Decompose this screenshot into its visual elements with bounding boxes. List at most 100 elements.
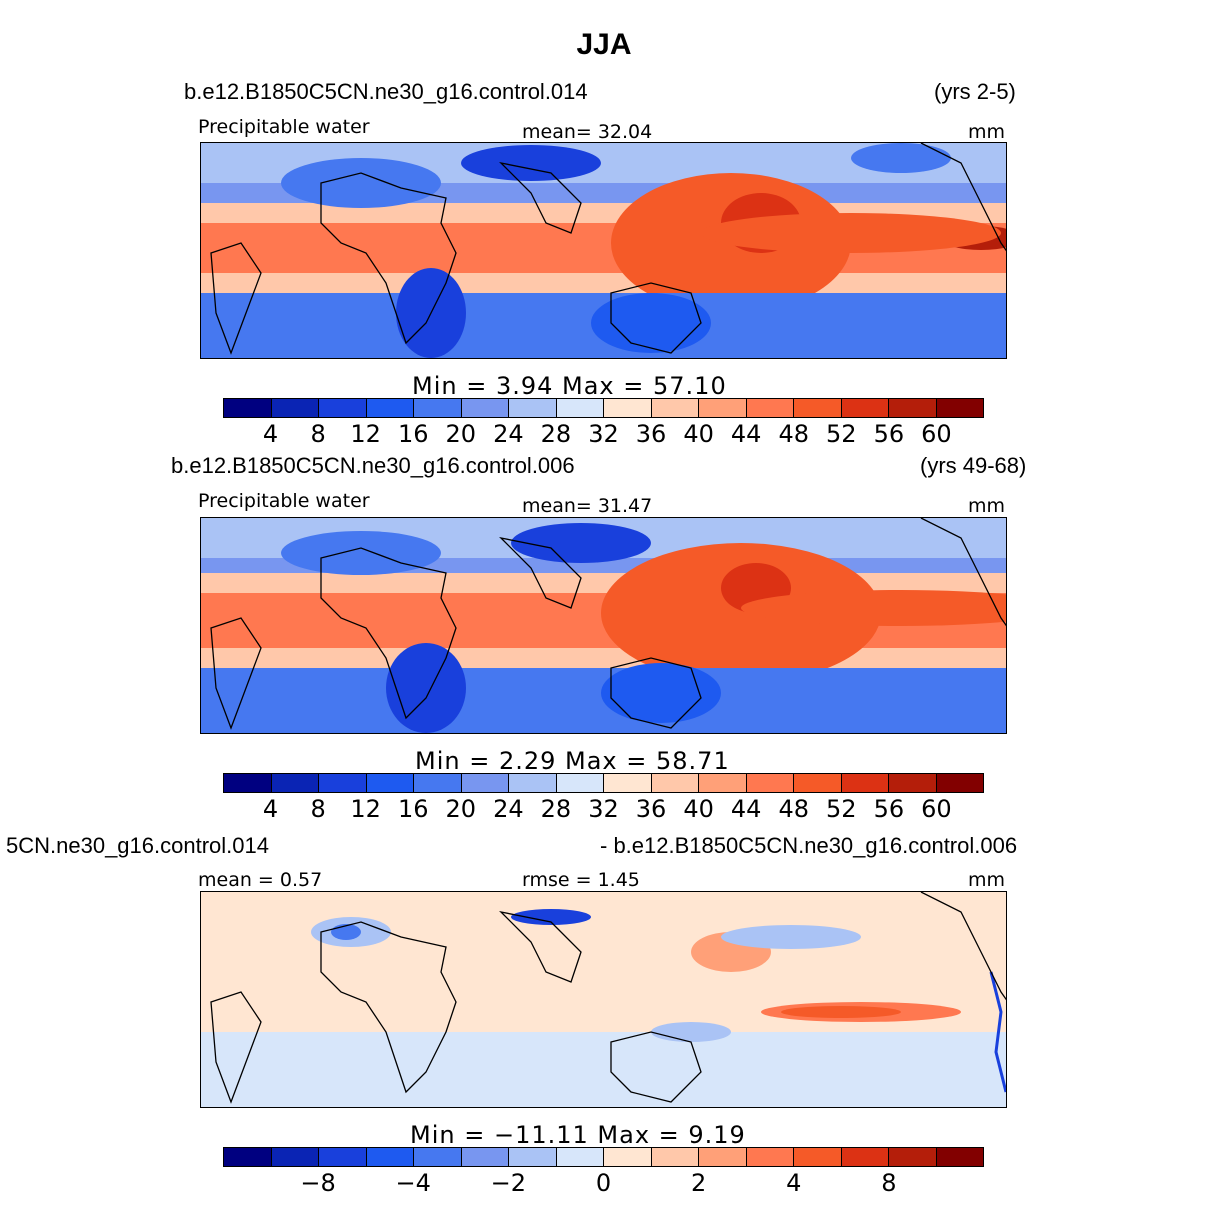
colorbar-bin [746, 399, 794, 417]
colorbar-tick-label: 60 [921, 420, 952, 448]
panel2-years: (yrs 49-68) [920, 453, 1027, 478]
colorbar-tick-label: 20 [445, 420, 477, 448]
panel1-variable-label: Precipitable water [198, 116, 370, 138]
panel1-years: (yrs 2-5) [934, 79, 1016, 104]
colorbar-bin [366, 399, 414, 417]
panel1-mean: mean= 32.04 [522, 121, 653, 143]
panel1-colorbar-ticks: 4 8 12 16 20 24 28 32 36 40 44 48 52 56 60 [223, 420, 984, 450]
colorbar-tick-label: 44 [730, 420, 762, 448]
colorbar-bin [509, 399, 557, 417]
colorbar-bin [889, 399, 937, 417]
colorbar-bin [841, 774, 889, 792]
colorbar-tick-label: 36 [635, 420, 667, 448]
colorbar-tick-label: 8 [881, 1169, 897, 1197]
colorbar-bin [841, 399, 889, 417]
colorbar-bin [889, 774, 937, 792]
colorbar-bin [414, 1148, 462, 1166]
colorbar-bin [366, 774, 414, 792]
colorbar-tick-label: 36 [635, 795, 667, 823]
colorbar-bin [556, 1148, 604, 1166]
colorbar-bin [841, 1148, 889, 1166]
colorbar-bin [366, 1148, 414, 1166]
colorbar-bin [461, 774, 509, 792]
colorbar-tick-label: 12 [350, 795, 381, 823]
colorbar-bin [936, 774, 983, 792]
colorbar-bin [509, 774, 557, 792]
panel1-case-name: b.e12.B1850C5CN.ne30_g16.control.014 [184, 79, 588, 104]
panel3-case-name: 5CN.ne30_g16.control.014 [6, 833, 269, 858]
colorbar-bin [699, 774, 747, 792]
colorbar-tick-label: 4 [786, 1169, 802, 1197]
colorbar-bin [604, 1148, 652, 1166]
colorbar-bin [414, 774, 462, 792]
panel3-years: - b.e12.B1850C5CN.ne30_g16.control.006 [600, 833, 1018, 858]
colorbar-bin [461, 1148, 509, 1166]
panel1-colorbar [223, 398, 984, 418]
colorbar-bin [556, 399, 604, 417]
colorbar-tick-label: 52 [826, 420, 857, 448]
colorbar-bin [319, 399, 367, 417]
colorbar-tick-label: 56 [873, 420, 905, 448]
colorbar-tick-label: 48 [778, 420, 810, 448]
colorbar-tick-label: −2 [490, 1169, 527, 1197]
colorbar-bin [556, 774, 604, 792]
colorbar-bin [271, 399, 319, 417]
colorbar-tick-label: 20 [445, 795, 477, 823]
figure-title: JJA [576, 28, 632, 61]
colorbar-tick-label: 40 [683, 420, 714, 448]
colorbar-bin [604, 774, 652, 792]
panel3-colorbar [223, 1147, 984, 1167]
panel1-map [200, 142, 1007, 359]
colorbar-tick-label: −8 [300, 1169, 336, 1197]
colorbar-tick-label: 44 [730, 795, 762, 823]
panel2-variable-label: Precipitable water [198, 490, 370, 512]
colorbar-tick-label: 32 [588, 795, 619, 823]
colorbar-tick-label: 0 [595, 1169, 612, 1197]
colorbar-bin [604, 399, 652, 417]
colorbar-tick-label: 8 [310, 420, 326, 448]
colorbar-tick-label: −4 [395, 1169, 431, 1197]
colorbar-bin [319, 774, 367, 792]
colorbar-tick-label: 24 [493, 420, 524, 448]
colorbar-bin [224, 1148, 272, 1166]
panel2-min-max: Min = 2.29 Max = 58.71 [415, 747, 730, 775]
panel2-map [200, 517, 1007, 734]
colorbar-tick-label: 28 [540, 420, 572, 448]
colorbar-bin [651, 774, 699, 792]
panel2-colorbar-ticks: 4 8 12 16 20 24 28 32 36 40 44 48 52 56 60 [223, 795, 984, 825]
colorbar-bin [651, 399, 699, 417]
panel2-map-field [201, 518, 1006, 733]
panel3-map [200, 891, 1007, 1108]
panel2-colorbar [223, 773, 984, 793]
colorbar-bin [746, 774, 794, 792]
panel3-min-max: Min = −11.11 Max = 9.19 [410, 1121, 746, 1149]
panel1-min-max: Min = 3.94 Max = 57.10 [412, 372, 727, 400]
colorbar-tick-label: 8 [310, 795, 326, 823]
colorbar-bin [936, 399, 983, 417]
panel3-colorbar-ticks: −8 −4 −2 0 2 4 8 [223, 1169, 984, 1199]
panel3-units: mm [968, 869, 1006, 891]
panel1-map-field [201, 143, 1006, 358]
colorbar-tick-label: 4 [262, 795, 279, 823]
colorbar-tick-label: 52 [826, 795, 857, 823]
colorbar-bin [271, 774, 319, 792]
colorbar-bin [651, 1148, 699, 1166]
colorbar-bin [319, 1148, 367, 1166]
panel3-mean: mean = 0.57 [198, 869, 323, 891]
panel1-units: mm [968, 121, 1006, 143]
colorbar-tick-label: 24 [493, 795, 524, 823]
colorbar-tick-label: 2 [690, 1169, 707, 1197]
colorbar-bin [794, 1148, 842, 1166]
colorbar-tick-label: 16 [397, 795, 429, 823]
colorbar-bin [746, 1148, 794, 1166]
colorbar-bin [271, 1148, 319, 1166]
colorbar-bin [509, 1148, 557, 1166]
colorbar-tick-label: 12 [350, 420, 381, 448]
colorbar-bin [414, 399, 462, 417]
colorbar-bin [224, 774, 272, 792]
colorbar-tick-label: 32 [588, 420, 619, 448]
colorbar-bin [936, 1148, 983, 1166]
colorbar-tick-label: 40 [683, 795, 714, 823]
colorbar-tick-label: 28 [540, 795, 572, 823]
colorbar-bin [699, 1148, 747, 1166]
